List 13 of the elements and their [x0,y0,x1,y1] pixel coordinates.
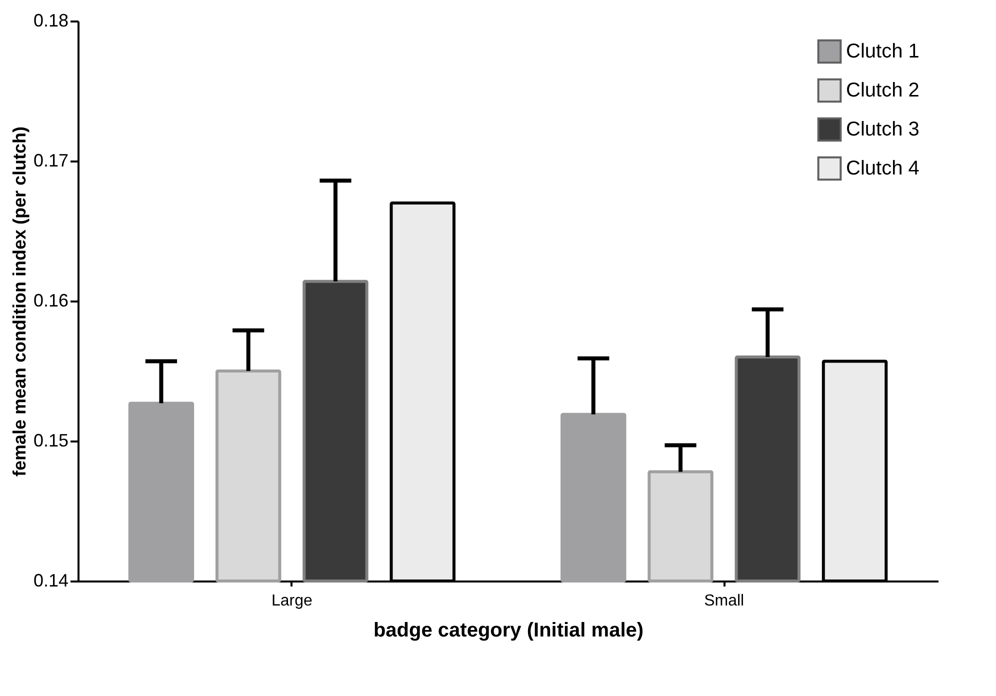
x-tick-label: Large [271,592,312,610]
x-tick-label: Small [704,592,744,610]
legend-label: Clutch 2 [846,80,920,102]
y-tick-label: 0.17 [33,150,68,170]
legend-label: Clutch 1 [846,40,920,62]
y-tick-label: 0.14 [33,570,68,590]
legend-label: Clutch 3 [846,118,920,140]
y-tick-label: 0.18 [33,10,68,30]
legend-label: Clutch 4 [846,158,920,180]
x-axis-title: badge category (Initial male) [373,620,644,642]
y-axis-title: female mean condition index (per clutch) [9,126,30,477]
y-tick-label: 0.15 [33,430,68,450]
y-tick-label: 0.16 [33,290,68,310]
